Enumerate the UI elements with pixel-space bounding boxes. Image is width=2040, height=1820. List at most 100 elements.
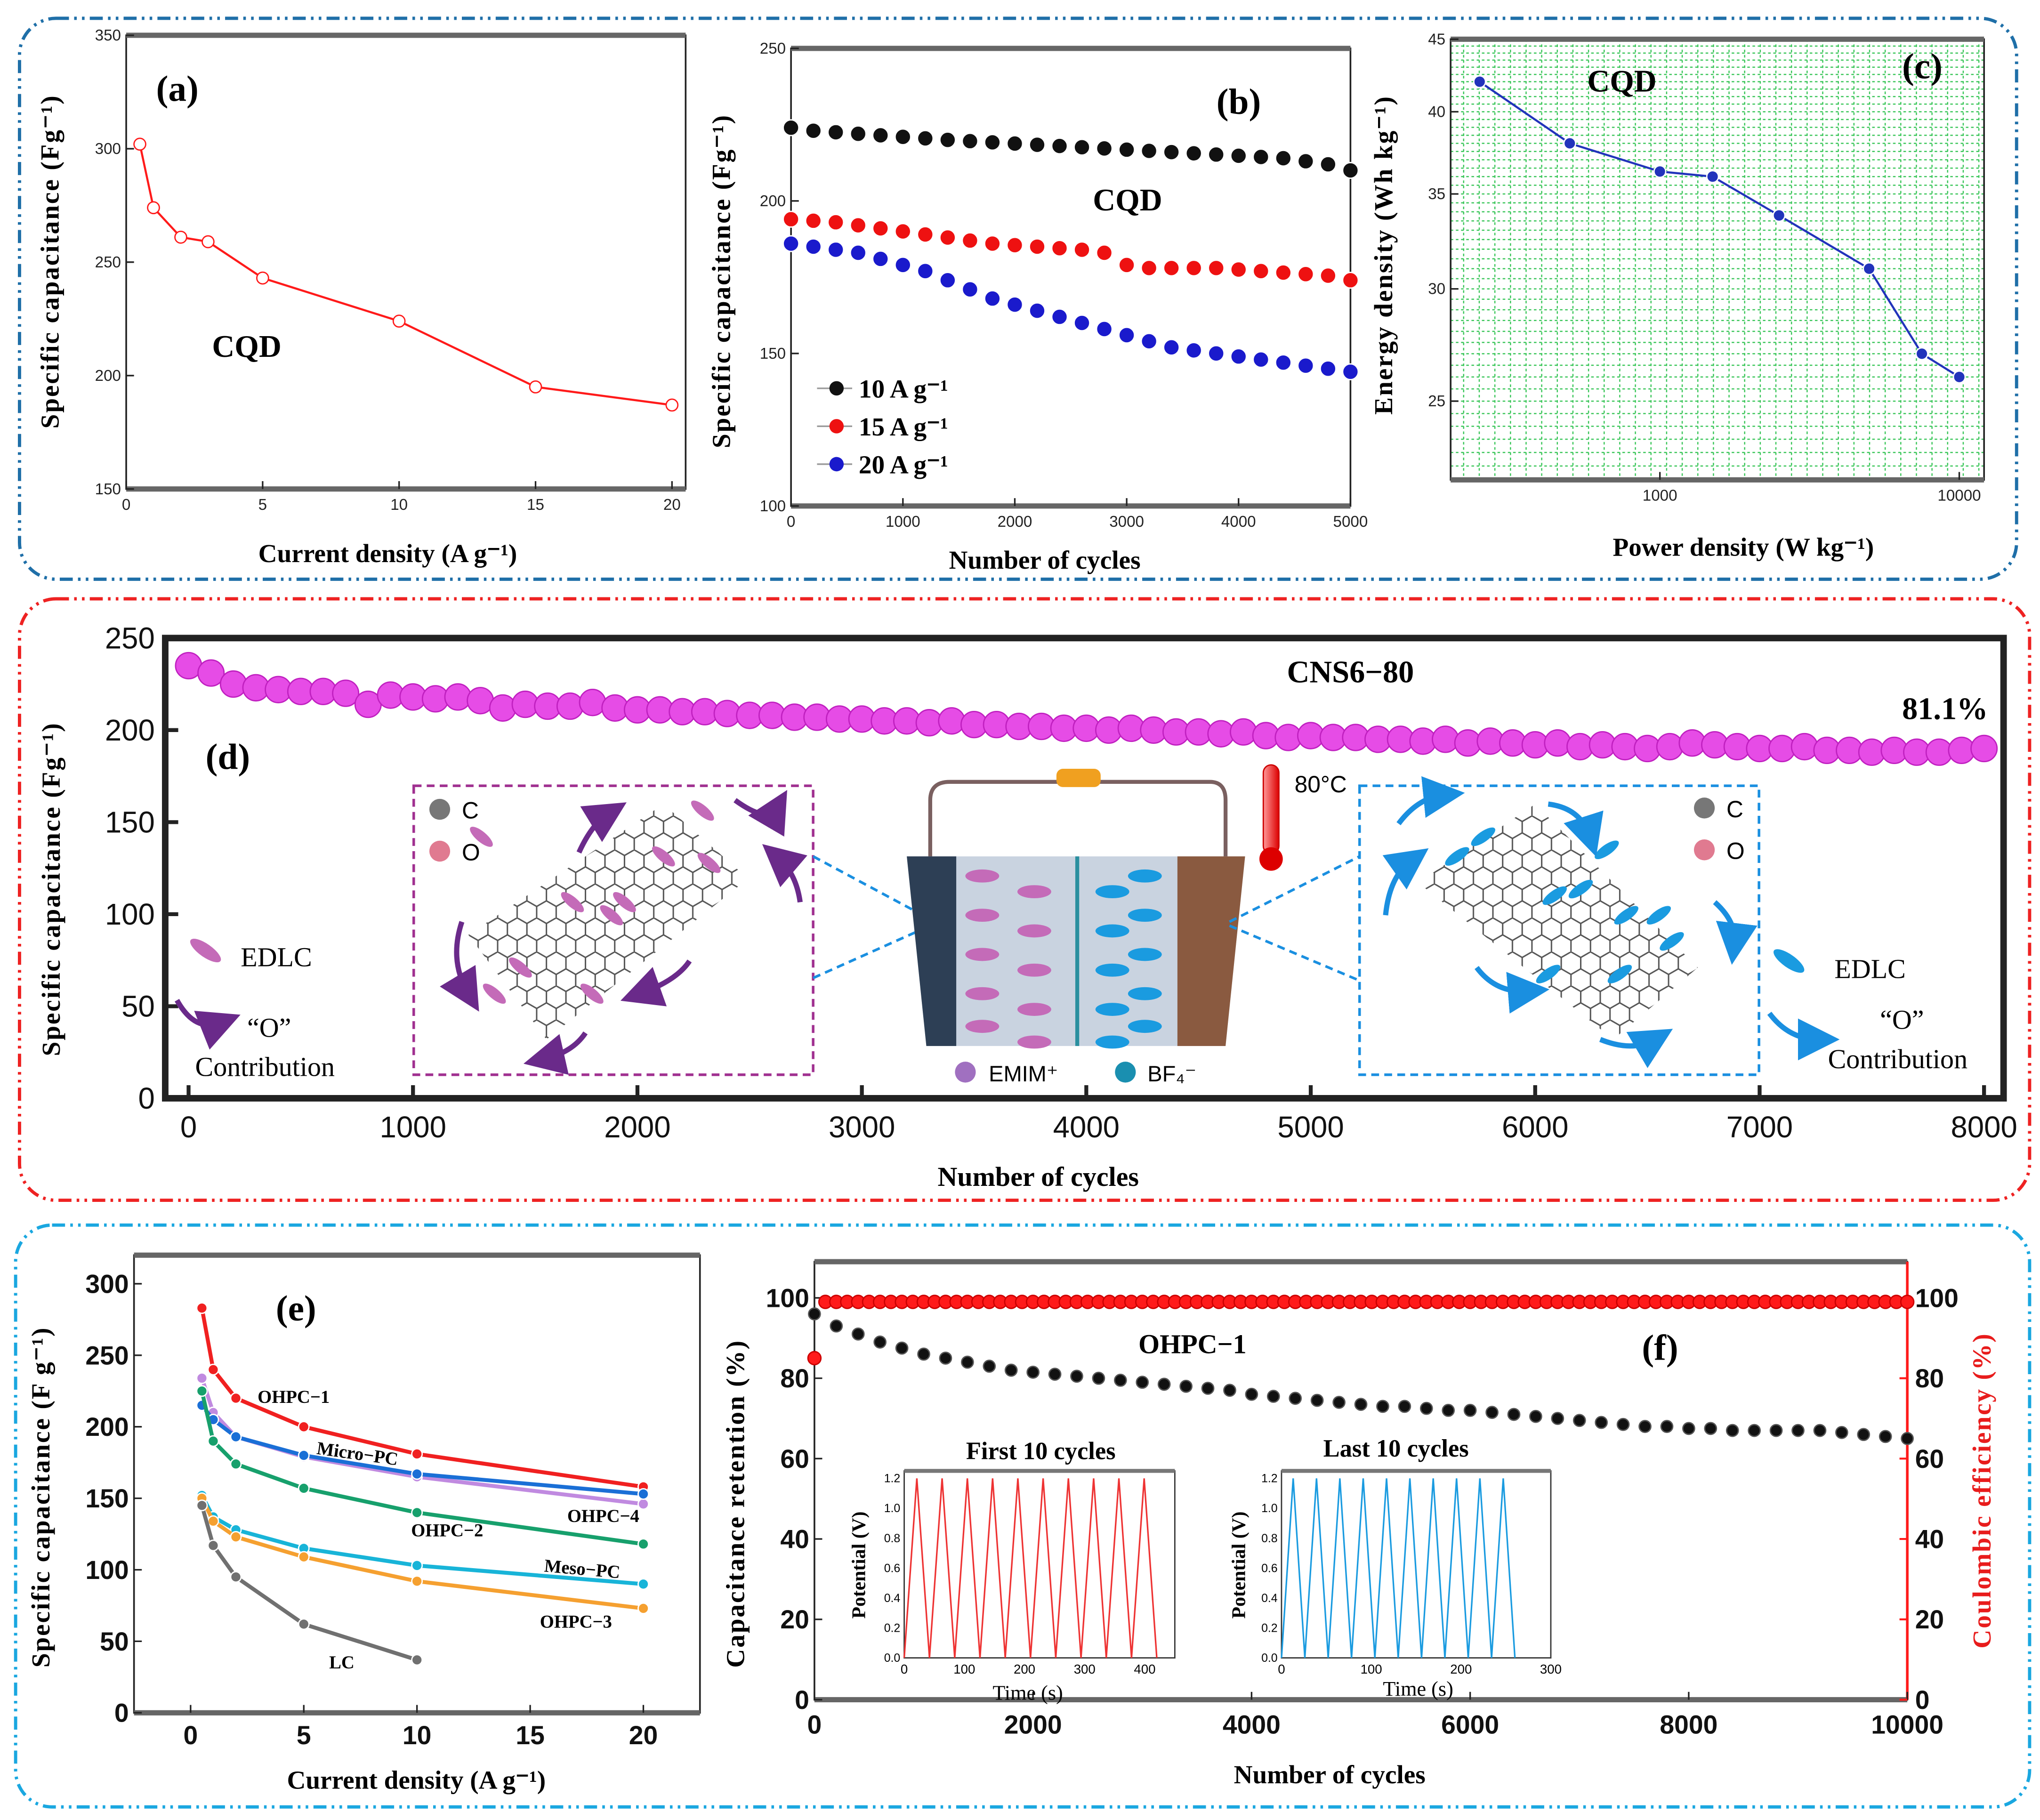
contribution-label-left: Contribution (195, 1052, 335, 1082)
cation-ion-icon (483, 983, 506, 1004)
data-point (196, 1499, 208, 1512)
data-point (1706, 170, 1719, 184)
connector-line (812, 924, 931, 979)
data-point (1835, 1425, 1848, 1439)
data-point (849, 244, 867, 261)
retention-series (808, 1307, 1914, 1445)
y-tick-label: 45 (1428, 31, 1445, 48)
legend-marker (829, 419, 844, 434)
cation-ion-icon (965, 1020, 1000, 1033)
y-tick-label: 100 (760, 498, 786, 515)
data-point (961, 1355, 974, 1369)
cation-label: EMIM⁺ (989, 1061, 1058, 1086)
y-tick-label: 150 (85, 1484, 129, 1513)
inset-1-title: First 10 cycles (966, 1437, 1116, 1465)
grid (1451, 39, 1984, 481)
panel-e-ylabel: Specific capacitance (F g⁻¹) (26, 1327, 55, 1668)
y-tick-label: 0.2 (884, 1621, 901, 1635)
data-point (1026, 1365, 1040, 1379)
data-point (1342, 161, 1359, 179)
data-point (665, 398, 679, 412)
series-line (200, 1307, 644, 1489)
x-tick-label: 1000 (380, 1110, 446, 1144)
data-point (983, 1360, 996, 1373)
carbon-atom-icon (1693, 797, 1715, 819)
vehicle-icon (1056, 769, 1101, 787)
data-point (1485, 1406, 1499, 1419)
data-point (1230, 348, 1247, 365)
data-point (1901, 1432, 1914, 1445)
y-tick-label: 0.8 (884, 1532, 901, 1545)
cation-ion-icon (965, 987, 1000, 1000)
data-point (1432, 725, 1459, 753)
y-tick-label: 0.0 (1261, 1651, 1278, 1665)
oxygen-atom-icon (429, 840, 451, 862)
data-point (207, 1515, 219, 1527)
arrow-icon (762, 844, 807, 903)
anion-label: BF₄⁻ (1147, 1061, 1196, 1086)
legend-label: 20 A g⁻¹ (859, 450, 948, 479)
data-point (1297, 357, 1314, 374)
y-tick-label: 0.6 (884, 1562, 901, 1575)
anion-ion-icon (1128, 987, 1162, 1000)
data-point (1096, 244, 1113, 261)
y-tick-label: 100 (105, 897, 155, 931)
data-point (1140, 332, 1158, 350)
cation-ion-icon (470, 827, 493, 847)
y-tick-label: 0 (795, 1685, 809, 1715)
series-b-1 (782, 210, 1359, 289)
panel-c-annotation: CQD (1587, 64, 1656, 98)
data-point (984, 290, 1001, 307)
data-point (939, 1352, 952, 1365)
data-point (1051, 240, 1068, 257)
data-point (1791, 1424, 1805, 1437)
y-tick-label: 0 (114, 1699, 129, 1728)
data-point (1006, 236, 1024, 254)
edlc-ion-icon (190, 939, 221, 963)
x-tick-label: 15 (516, 1721, 544, 1750)
data-point (637, 1488, 649, 1500)
arrow-icon (734, 790, 788, 837)
data-point (392, 314, 406, 328)
x-tick-label: 20 (629, 1721, 658, 1750)
y-tick-label: 300 (95, 140, 121, 158)
atom-o-label: O (462, 839, 480, 865)
x-tick-label: 4000 (1223, 1710, 1281, 1739)
series-label-ohpc-1: OHPC−1 (258, 1387, 330, 1407)
data-point (1185, 145, 1202, 162)
anion-ion-icon (1095, 924, 1129, 938)
panel-d-title: CNS6−80 (1287, 655, 1414, 690)
arrow-icon (1396, 776, 1465, 826)
contribution-label-right: Contribution (1828, 1044, 1968, 1074)
data-point (1769, 1424, 1783, 1437)
y-tick-label: 60 (780, 1444, 809, 1474)
x-tick-label: 5 (258, 496, 267, 514)
data-point (1274, 150, 1292, 167)
data-point (1266, 1390, 1280, 1403)
data-point (1029, 238, 1046, 256)
left-zoom-box (412, 784, 814, 1076)
data-point (1319, 155, 1337, 173)
data-point (1915, 347, 1928, 361)
data-point (782, 210, 800, 228)
data-point (1029, 302, 1046, 320)
data-point (1004, 1363, 1018, 1377)
y2-tick-label: 80 (1915, 1364, 1944, 1393)
data-point (1163, 144, 1180, 161)
panel-d-xlabel: Number of cycles (937, 1161, 1138, 1192)
anion-ion-icon (1095, 885, 1129, 899)
anion-ion-icon (1128, 948, 1162, 961)
data-point (529, 380, 542, 394)
positive-electrode (1177, 856, 1245, 1046)
data-point (895, 1341, 909, 1355)
y-tick-label: 40 (780, 1524, 809, 1554)
data-point (230, 1571, 242, 1583)
data-point (939, 229, 956, 246)
data-point (1208, 146, 1225, 163)
data-point (1529, 1409, 1542, 1423)
data-point (808, 1307, 821, 1321)
connector-line (1229, 924, 1360, 982)
